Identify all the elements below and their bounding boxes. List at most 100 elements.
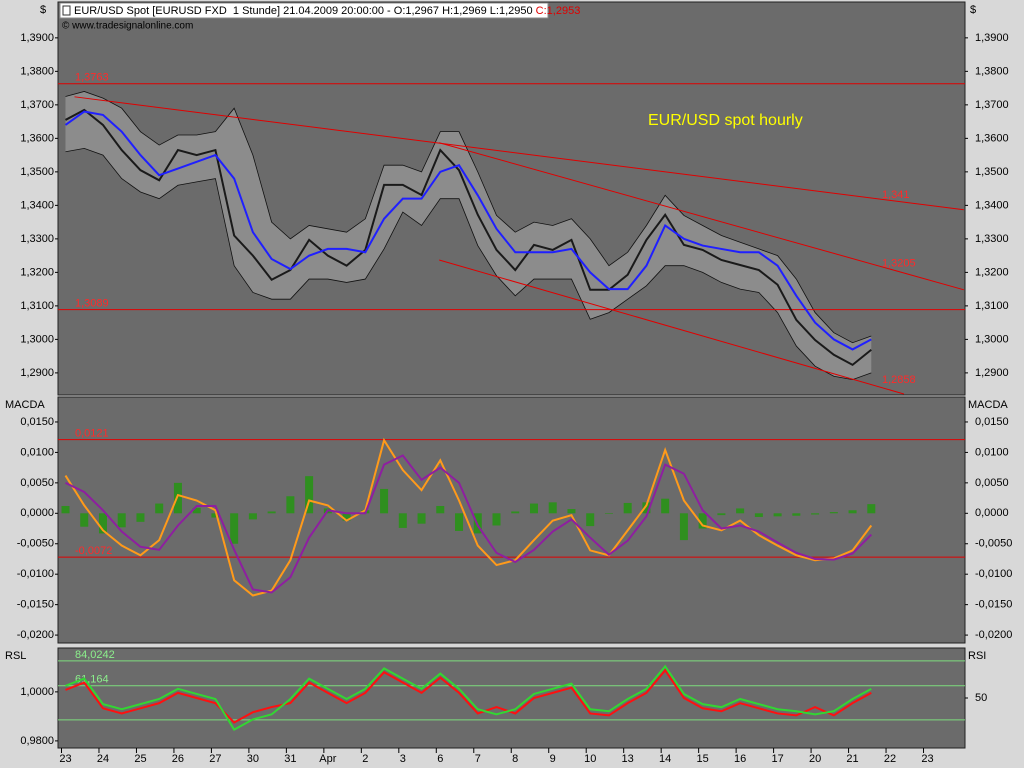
histogram-bar [848, 510, 857, 514]
histogram-bar [173, 482, 182, 514]
histogram-bar [98, 513, 107, 534]
y-tick-label: 0,0150 [20, 416, 54, 428]
x-tick-label: 20 [809, 753, 821, 765]
histogram-bar [192, 507, 201, 514]
histogram-bar [548, 502, 557, 514]
x-tick-label: 24 [97, 753, 109, 765]
histogram-bar [492, 513, 501, 526]
trendline [74, 96, 964, 211]
histogram-bar [811, 513, 820, 515]
y-tick-label: 1,3100 [20, 300, 54, 312]
y-tick-label-right: 1,2900 [975, 367, 1009, 379]
y-tick-label: 1,3500 [20, 166, 54, 178]
histogram-bar [754, 513, 763, 517]
x-tick-label: 15 [697, 753, 709, 765]
x-tick-label: 25 [134, 753, 146, 765]
x-tick-label: 14 [659, 753, 671, 765]
histogram-bar [773, 513, 782, 517]
histogram-bar [567, 509, 576, 514]
x-tick-label: 17 [771, 753, 783, 765]
pane-background [57, 396, 966, 644]
level-label: 1,3089 [75, 297, 109, 309]
y-tick-label-right: -0,0200 [975, 629, 1012, 641]
histogram-bar [717, 513, 726, 516]
histogram-bar [679, 513, 688, 541]
series-line [64, 437, 873, 597]
series-line [65, 108, 872, 367]
y-tick-label-right: -0,0100 [975, 568, 1012, 580]
y-axis-label: RSL [5, 650, 26, 662]
x-tick-label: Apr [319, 753, 336, 765]
chart-annotation: EUR/USD spot hourly [648, 112, 803, 129]
histogram-bar [380, 488, 389, 514]
x-tick-label: 26 [172, 753, 184, 765]
y-tick-label-right: 1,3100 [975, 300, 1009, 312]
y-tick-label-right: 0,0050 [975, 477, 1009, 489]
histogram-bar [661, 498, 670, 514]
copyright: © www.tradesignalonline.com [62, 21, 193, 32]
histogram-bar [642, 502, 651, 514]
x-tick-label: 27 [209, 753, 221, 765]
series-line [65, 664, 872, 731]
y-tick-label-right: 1,3500 [975, 166, 1009, 178]
y-tick-label-right: 0,0150 [975, 416, 1009, 428]
level-label: 84,0242 [75, 649, 115, 661]
histogram-bar [529, 503, 538, 514]
y-tick-label-right: 1,3400 [975, 199, 1009, 211]
histogram-bar [867, 504, 876, 514]
y-tick-label: 1,3300 [20, 233, 54, 245]
y-tick-label-right: 1,3600 [975, 132, 1009, 144]
histogram-bar [61, 505, 70, 514]
y-tick-label: 1,3000 [20, 333, 54, 345]
y-tick-label: 0,0050 [20, 477, 54, 489]
histogram-bar [511, 511, 520, 514]
histogram-bar [211, 513, 220, 518]
y-tick-label: 0,0100 [20, 446, 54, 458]
series-line [64, 110, 872, 351]
y-tick-label-right: 1,3200 [975, 266, 1009, 278]
x-tick-label: 31 [284, 753, 296, 765]
histogram-bar [736, 508, 745, 514]
y-tick-label: -0,0050 [17, 538, 54, 550]
header-close: C:1,2953 [536, 5, 581, 17]
histogram-bar [455, 513, 464, 531]
histogram-bar [398, 513, 407, 528]
y-tick-label: 1,3600 [20, 132, 54, 144]
y-tick-label-right: -0,0050 [975, 538, 1012, 550]
y-tick-label-right: 1,3800 [975, 65, 1009, 77]
header-icon [62, 5, 71, 16]
y-tick-label: -0,0150 [17, 599, 54, 611]
histogram-bar [155, 503, 164, 514]
trendline-label: 1,2858 [882, 374, 916, 386]
y-tick-label-right: 0,0000 [975, 507, 1009, 519]
y-axis-label: MACDA [5, 399, 45, 411]
y-tick-label-right: 1,3000 [975, 333, 1009, 345]
y-tick-label: -0,0200 [17, 629, 54, 641]
histogram-bar [792, 513, 801, 516]
x-tick-label: 23 [59, 753, 71, 765]
y-tick-label-right: -0,0150 [975, 599, 1012, 611]
histogram-bar [342, 513, 351, 521]
y-tick-label-right: 1,3700 [975, 99, 1009, 111]
histogram-bar [305, 476, 314, 514]
x-tick-label: 22 [884, 753, 896, 765]
y-tick-label: 0,9800 [20, 735, 54, 747]
y-tick-label: 1,3400 [20, 199, 54, 211]
x-tick-label: 9 [550, 753, 556, 765]
trendline [439, 259, 905, 395]
trendline-label: 1,341 [882, 189, 910, 201]
histogram-bar [80, 513, 89, 527]
x-tick-label: 30 [247, 753, 259, 765]
y-tick-label: 1,3800 [20, 65, 54, 77]
trendline [439, 142, 965, 291]
x-tick-label: 7 [475, 753, 481, 765]
y-tick-label: 1,3700 [20, 99, 54, 111]
histogram-bar [436, 505, 445, 514]
y-axis-label-right: RSI [968, 650, 986, 662]
x-tick-label: 10 [584, 753, 596, 765]
x-tick-label: 21 [846, 753, 858, 765]
histogram-bar [286, 496, 295, 514]
y-tick-label-right: 1,3300 [975, 233, 1009, 245]
y-axis-label: $ [40, 4, 46, 16]
